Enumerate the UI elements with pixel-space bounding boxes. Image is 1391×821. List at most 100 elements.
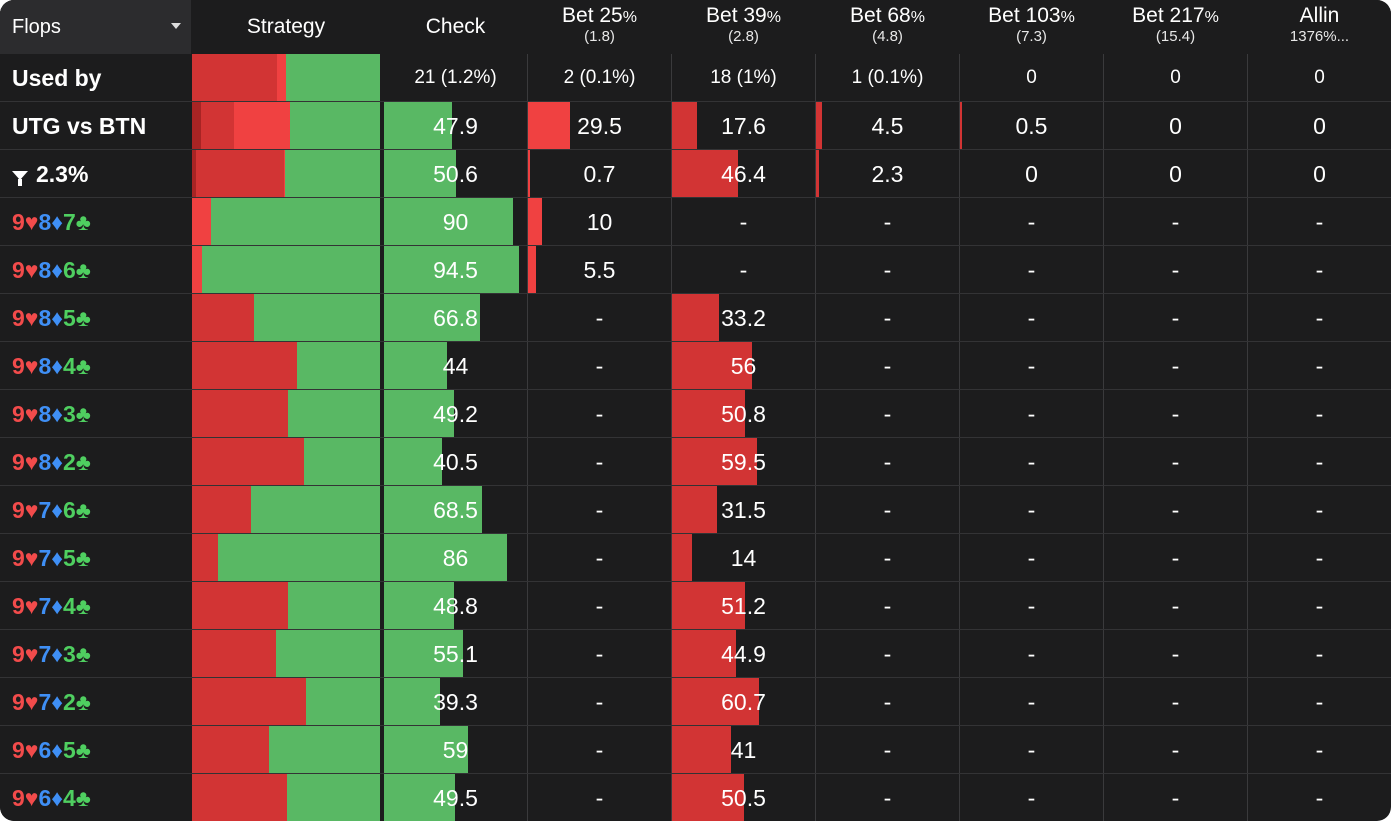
- card-suit-icon: ♦: [51, 497, 63, 523]
- frequency-bar: [528, 246, 536, 294]
- card-suit-icon: ♦: [51, 545, 63, 571]
- frequency-bar: [384, 246, 520, 294]
- strategy-segment-bet: [192, 486, 252, 534]
- row-label[interactable]: 2.3%: [0, 150, 191, 198]
- flop-board-label: 9♥8♦4♣: [0, 342, 191, 390]
- column-header-action-4[interactable]: Bet 103% (7.3): [960, 0, 1103, 54]
- column-header-action-5[interactable]: Bet 217% (15.4): [1104, 0, 1247, 54]
- strategy-segment-check: [284, 150, 380, 198]
- frequency-bar: [384, 342, 447, 390]
- cell-value: -: [883, 257, 892, 283]
- card-suit-icon: ♦: [51, 401, 63, 427]
- table-row[interactable]: 9♥7♦4♣ 48.8 - 51.2 - - - -: [0, 582, 1391, 630]
- cell-action-5: 0: [1104, 102, 1247, 150]
- cell-check: 90: [384, 198, 527, 246]
- flop-board-label: 9♥8♦2♣: [0, 438, 191, 486]
- cell-value: 0: [1169, 113, 1182, 139]
- action-header-size: (7.3): [1016, 28, 1047, 45]
- cell-action-5: -: [1104, 678, 1247, 726]
- cell-value: -: [883, 449, 892, 475]
- cell-value: 18 (1%): [710, 67, 777, 88]
- table-row[interactable]: 9♥7♦2♣ 39.3 - 60.7 - - - -: [0, 678, 1391, 726]
- card-suit-icon: ♥: [24, 497, 39, 523]
- table-row[interactable]: 9♥7♦5♣ 86 - 14 - - - -: [0, 534, 1391, 582]
- cell-action-5: -: [1104, 342, 1247, 390]
- cell-action-1: -: [528, 726, 671, 774]
- row-divider: [0, 533, 1391, 534]
- strategy-bar: [192, 438, 380, 486]
- card-suit-icon: ♣: [75, 689, 91, 715]
- row-divider: [0, 101, 1391, 102]
- cell-action-1: -: [528, 534, 671, 582]
- flops-dropdown[interactable]: Flops: [0, 0, 191, 54]
- cell-value: 50.5: [721, 785, 766, 811]
- cell-value: -: [883, 545, 892, 571]
- table-row[interactable]: 9♥8♦3♣ 49.2 - 50.8 - - - -: [0, 390, 1391, 438]
- action-header-size: (4.8): [872, 28, 903, 45]
- table-row[interactable]: 9♥7♦3♣ 55.1 - 44.9 - - - -: [0, 630, 1391, 678]
- cell-value: 0.5: [1015, 113, 1048, 139]
- strategy-divider: [380, 246, 384, 294]
- strategy-segment-bet: [192, 390, 288, 438]
- row-divider: [0, 725, 1391, 726]
- cell-action-3: -: [816, 726, 959, 774]
- card-rank: 7: [38, 689, 52, 715]
- column-header-action-3[interactable]: Bet 68% (4.8): [816, 0, 959, 54]
- card-rank: 9: [12, 497, 25, 523]
- strategy-bar: [192, 102, 380, 150]
- table-row[interactable]: 9♥8♦2♣ 40.5 - 59.5 - - - -: [0, 438, 1391, 486]
- cell-action-6: -: [1248, 630, 1391, 678]
- strategy-bar: [192, 294, 380, 342]
- cell-value: 0: [1313, 113, 1326, 139]
- cell-value: -: [1315, 209, 1324, 235]
- column-header-action-6[interactable]: Allin 1376%...: [1248, 0, 1391, 54]
- strategy-segment-check: [251, 486, 380, 534]
- frequency-bar: [384, 678, 441, 726]
- cell-value: 39.3: [433, 689, 478, 715]
- cell-action-6: -: [1248, 390, 1391, 438]
- strategy-segment-bet: [192, 678, 307, 726]
- strategy-segment-bet: [192, 246, 203, 294]
- card-suit-icon: ♣: [75, 497, 91, 523]
- strategy-segment-check: [286, 774, 380, 821]
- column-header-action-2[interactable]: Bet 39% (2.8): [672, 0, 815, 54]
- table-row[interactable]: 9♥8♦5♣ 66.8 - 33.2 - - - -: [0, 294, 1391, 342]
- card-rank: 9: [12, 209, 25, 235]
- cell-action-1: 29.5: [528, 102, 671, 150]
- frequency-bar: [384, 486, 482, 534]
- card-suit-icon: ♣: [75, 737, 91, 763]
- card-rank: 2: [63, 689, 76, 715]
- frequency-bar: [384, 102, 453, 150]
- flop-board-label: 9♥8♦3♣: [0, 390, 191, 438]
- cell-value: -: [739, 257, 748, 283]
- cell-value: -: [1171, 209, 1180, 235]
- card-rank: 9: [12, 353, 25, 379]
- cell-value: 44.9: [721, 641, 766, 667]
- table-row[interactable]: 9♥6♦4♣ 49.5 - 50.5 - - - -: [0, 774, 1391, 821]
- column-header-strategy[interactable]: Strategy: [192, 0, 380, 54]
- cell-value: -: [1027, 641, 1036, 667]
- cell-value: 55.1: [433, 641, 478, 667]
- cell-value: -: [1171, 449, 1180, 475]
- row-divider: [0, 677, 1391, 678]
- column-header-check[interactable]: Check: [384, 0, 527, 54]
- cell-action-6: -: [1248, 198, 1391, 246]
- column-header-action-1[interactable]: Bet 25% (1.8): [528, 0, 671, 54]
- flop-board-label: 9♥6♦4♣: [0, 774, 191, 821]
- check-header-label: Check: [425, 15, 486, 38]
- cell-action-4: -: [960, 390, 1103, 438]
- table-row[interactable]: 9♥8♦6♣ 94.5 5.5 - - - - -: [0, 246, 1391, 294]
- cell-value: 51.2: [721, 593, 766, 619]
- table-row[interactable]: 9♥8♦4♣ 44 - 56 - - - -: [0, 342, 1391, 390]
- cell-action-5: -: [1104, 582, 1247, 630]
- table-row[interactable]: 9♥7♦6♣ 68.5 - 31.5 - - - -: [0, 486, 1391, 534]
- strategy-segment-bet: [192, 582, 289, 630]
- cell-value: -: [595, 785, 604, 811]
- cell-action-2: 33.2: [672, 294, 815, 342]
- row-divider: [0, 485, 1391, 486]
- cell-action-3: 2.3: [816, 150, 959, 198]
- strategy-segment-bet: [192, 102, 202, 150]
- table-row[interactable]: 9♥8♦7♣ 90 10 - - - - -: [0, 198, 1391, 246]
- table-row[interactable]: 9♥6♦5♣ 59-41- - - -: [0, 726, 1391, 774]
- strategy-segment-bet: [276, 54, 286, 102]
